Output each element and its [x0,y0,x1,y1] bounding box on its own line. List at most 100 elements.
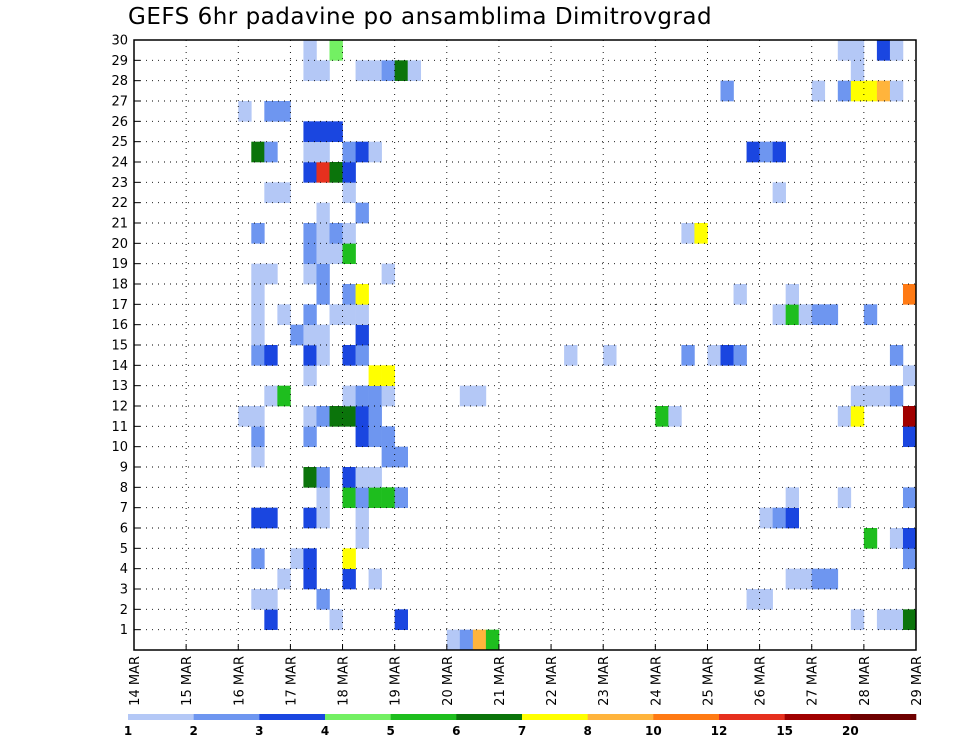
heatmap-cell [863,385,878,407]
x-tick-label: 14 MAR [128,656,143,706]
x-tick-label: 24 MAR [649,656,664,706]
y-tick-label: 8 [120,481,128,496]
heatmap-cell [316,121,330,142]
colorbar-label: 2 [189,724,197,738]
heatmap-cell [251,548,265,569]
heatmap-cell [303,121,317,142]
heatmap-cell [303,263,317,285]
heatmap-cell [394,487,408,508]
heatmap-cell [355,202,369,224]
colorbar-swatch [850,714,917,720]
heatmap-cell [368,60,382,81]
heatmap-cell [759,589,773,610]
heatmap-cell [264,182,278,203]
heatmap-cell [264,589,278,610]
heatmap-cell [902,426,917,447]
heatmap-cell [355,284,369,305]
colorbar-label: 10 [645,724,662,738]
heatmap-cell [798,304,813,325]
heatmap-cell [303,40,317,61]
heatmap-cell [303,223,317,244]
heatmap-cell [342,345,356,366]
heatmap-cell [277,568,291,590]
heatmap-cell [303,406,317,427]
heatmap-cell [902,548,917,569]
colorbar-label: 6 [452,724,460,738]
heatmap-cell [746,141,760,163]
y-tick-label: 1 [120,623,128,638]
x-tick-label: 27 MAR [806,656,821,706]
heatmap-cell [459,385,474,407]
heatmap-cell [772,141,786,163]
heatmap-cell [746,589,760,610]
colorbar-swatch [193,714,260,720]
heatmap-cell [485,629,500,651]
heatmap-cell [355,60,369,81]
heatmap-cell [902,365,917,386]
y-tick-label: 28 [111,74,128,89]
y-tick-label: 11 [111,420,128,435]
heatmap-cell [303,568,317,590]
heatmap-cell [368,467,382,488]
heatmap-cell [472,385,487,407]
heatmap-cell [564,345,578,366]
heatmap-cell [316,284,330,305]
heatmap-cell [342,467,356,488]
heatmap-cell [342,385,356,407]
heatmap-cell [681,223,695,244]
heatmap-cell [902,528,917,549]
y-tick-label: 2 [120,603,128,618]
heatmap-cell [837,40,852,61]
heatmap-cell [303,467,317,488]
heatmap-cell [850,60,865,81]
x-tick-label: 22 MAR [545,656,560,706]
ticks-layer: 1234567891011121314151617181920212223242… [111,34,925,706]
colorbar-swatch [719,714,785,720]
heatmap-cell [459,629,474,651]
heatmap-cell [342,487,356,508]
heatmap-cell [837,406,852,427]
heatmap-cell [251,446,265,468]
heatmap-cell [303,162,317,183]
heatmap-cell [355,406,369,427]
heatmap-cell [303,345,317,366]
heatmap-cell [342,568,356,590]
y-tick-label: 25 [111,135,128,150]
heatmap-cell [355,467,369,488]
colorbar-swatch [456,714,523,720]
y-tick-label: 22 [111,196,128,211]
heatmap-cell [264,101,278,122]
heatmap-cell [837,80,852,102]
heatmap-cell [329,40,343,61]
heatmap-cell [355,528,369,549]
heatmap-cell [785,284,799,305]
heatmap-cell [251,324,265,346]
heatmap-cell [316,324,330,346]
y-tick-label: 5 [120,542,128,557]
heatmap-cell [876,385,891,407]
heatmap-cell [694,223,708,244]
heatmap-cell [720,345,734,366]
colorbar-swatch [653,714,720,720]
heatmap-cell [811,80,826,102]
heatmap-cell [342,223,356,244]
heatmap-cell [368,568,382,590]
heatmap-cell [772,182,786,203]
colorbar-swatch [390,714,457,720]
heatmap-cell [316,345,330,366]
heatmap-cell [329,243,343,264]
heatmap-cell [785,487,799,508]
heatmap-cell [889,40,904,61]
heatmap-cell [876,40,891,61]
y-tick-label: 10 [111,440,128,455]
heatmap-cell [381,365,395,386]
heatmap-cell [863,80,878,102]
colorbar-swatch [522,714,588,720]
heatmap-cell [707,345,721,366]
heatmap-cell [277,101,291,122]
heatmap-cell [902,609,917,630]
heatmap-cell [316,60,330,81]
heatmap-cell [264,141,278,163]
heatmap-cell [264,609,278,630]
